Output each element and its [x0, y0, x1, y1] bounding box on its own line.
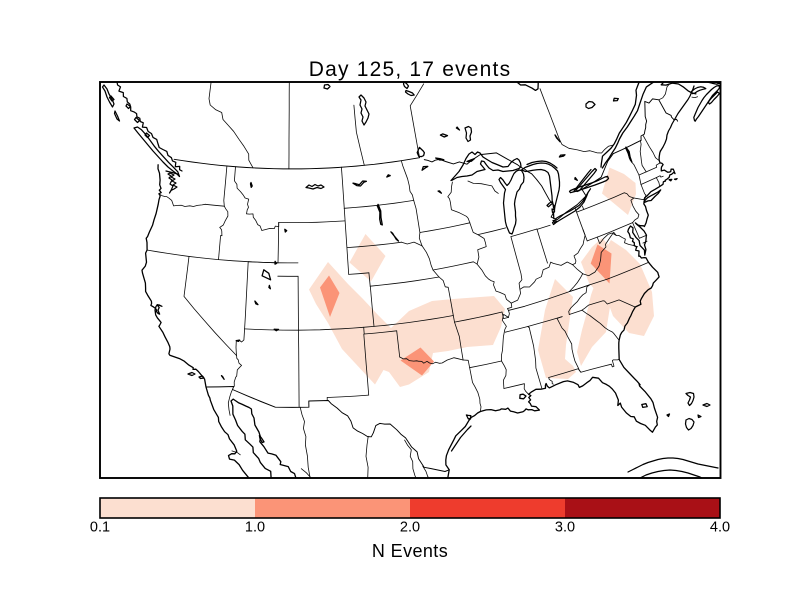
svg-text:Day 125, 17 events: Day 125, 17 events — [309, 58, 512, 81]
svg-text:0.1: 0.1 — [90, 520, 110, 536]
svg-text:4.0: 4.0 — [710, 520, 730, 536]
svg-text:3.0: 3.0 — [555, 520, 575, 536]
svg-text:N Events: N Events — [372, 541, 448, 561]
svg-text:2.0: 2.0 — [400, 520, 420, 536]
svg-text:1.0: 1.0 — [245, 520, 265, 536]
